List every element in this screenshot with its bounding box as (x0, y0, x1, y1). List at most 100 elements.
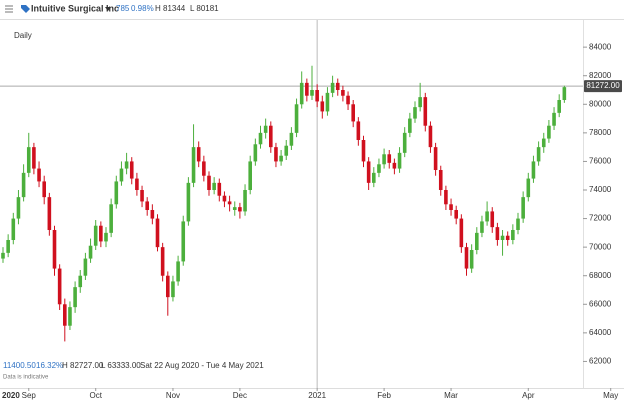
candle-body (26, 147, 31, 173)
candle-body (490, 211, 495, 228)
y-tick-label: 74000 (589, 185, 612, 194)
candle-body (408, 118, 412, 133)
candle-body (124, 161, 129, 169)
candle-body (73, 287, 77, 308)
candle-body (114, 181, 119, 205)
y-tick-label: 76000 (589, 157, 612, 166)
range-low: L 63333.00 (101, 361, 141, 370)
last-price-label: 81272.00 (586, 81, 620, 90)
candle-body (464, 247, 469, 269)
candle-body (171, 281, 175, 298)
candle-body (166, 275, 170, 298)
candle-body (366, 161, 371, 183)
candle-body (382, 154, 386, 165)
candle-body (202, 161, 206, 176)
candle-body (207, 175, 211, 190)
year-label-bg (0, 389, 22, 403)
candle-body (248, 161, 252, 190)
candle-body (37, 168, 41, 182)
candle-body (552, 112, 556, 126)
candle-body (222, 195, 227, 202)
candle-body (155, 218, 160, 248)
candle-body (387, 154, 392, 163)
candle-body (16, 197, 21, 219)
candle-body (186, 182, 191, 222)
day-low: L 80181 (190, 4, 219, 13)
candle-body (459, 218, 464, 248)
data-note: Data is indicative (3, 375, 49, 381)
candle-body (433, 147, 438, 170)
candle-body (361, 140, 366, 162)
candle-body (284, 145, 289, 156)
candle-body (536, 147, 541, 162)
candle-body (42, 181, 46, 198)
y-tick-label: 72000 (589, 214, 612, 223)
candle-body (475, 232, 479, 250)
candle-body (356, 121, 361, 140)
y-tick-label: 80000 (589, 99, 612, 108)
last-price-box (584, 80, 622, 93)
candle-body (63, 304, 67, 326)
x-tick-label: Sep (22, 391, 37, 400)
candle-body (227, 201, 232, 205)
change-percent: 0.98% (131, 4, 154, 13)
candle-body (299, 82, 304, 105)
candle-body (160, 247, 165, 276)
candle-body (238, 207, 242, 212)
candle-body (531, 161, 536, 179)
candle-body (562, 87, 567, 100)
x-tick-label: May (603, 391, 618, 400)
y-tick-label: 62000 (589, 357, 612, 366)
range-percent: 16.32% (36, 361, 63, 370)
candle-body (243, 190, 247, 212)
candle-body (469, 250, 474, 269)
dropdown-arrow[interactable] (105, 7, 111, 11)
candle-body (253, 144, 258, 162)
candle-body (418, 97, 422, 108)
y-tick-label: 64000 (589, 328, 612, 337)
candle-body (516, 218, 520, 230)
x-tick-label: Nov (166, 391, 180, 400)
y-tick-label: 82000 (589, 71, 612, 80)
candle-body (305, 82, 309, 96)
date-range: Sat 22 Aug 2020 - Tue 4 May 2021 (140, 361, 264, 370)
candle-body (521, 197, 525, 219)
candle-body (377, 164, 381, 173)
candle-body (310, 90, 314, 96)
candle-body (438, 170, 443, 190)
candle-body (372, 172, 376, 183)
y-tick-label: 70000 (589, 242, 612, 251)
candle-body (480, 221, 484, 233)
candle-body (11, 218, 16, 240)
candle-body (547, 125, 551, 139)
menu-icon[interactable] (5, 5, 13, 13)
candle-body (6, 240, 10, 253)
candle-body (541, 138, 546, 148)
candle-body (181, 221, 186, 262)
candle-body (88, 245, 93, 259)
day-high: H 81344 (155, 4, 186, 13)
candle-body (413, 107, 417, 119)
candle-body (21, 172, 26, 198)
candle-body (47, 197, 52, 230)
instrument-name[interactable]: Intuitive Surgical Inc (31, 3, 119, 13)
candle-body (315, 90, 319, 102)
candle-body (78, 275, 83, 288)
candle-body (526, 178, 531, 198)
candle-body (83, 258, 88, 276)
x-tick-label: 2021 (308, 391, 326, 400)
candle-body (294, 104, 299, 133)
candle-body (392, 162, 397, 169)
range-high: H 82727.00 (62, 361, 104, 370)
candle-body (279, 155, 283, 162)
candle-body (52, 230, 57, 269)
candle-body (263, 125, 268, 133)
candle-body (485, 211, 489, 222)
candle-body (449, 204, 453, 210)
candle-body (93, 225, 98, 246)
candle-body (129, 161, 134, 179)
candle-body (150, 210, 155, 219)
candle-body (335, 82, 340, 90)
candle-body (57, 268, 62, 305)
